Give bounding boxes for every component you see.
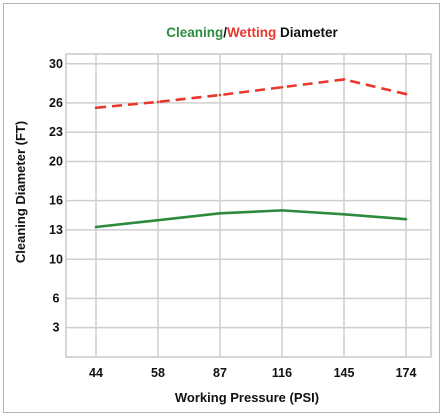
y-tick-label: 16 xyxy=(49,194,63,208)
y-tick-label: 20 xyxy=(49,155,63,169)
y-tick-label: 13 xyxy=(49,223,63,237)
series-lines xyxy=(94,78,408,229)
x-tick-label: 58 xyxy=(151,366,165,380)
chart-title: Cleaning/Wetting Diameter xyxy=(166,25,338,40)
series-0-point xyxy=(280,85,284,89)
y-tick-label: 10 xyxy=(49,252,63,266)
title-part-0: Cleaning xyxy=(166,25,223,40)
y-tick-label: 26 xyxy=(49,96,63,110)
title-part-2: Wetting xyxy=(227,25,276,40)
series-0-point xyxy=(342,78,346,81)
plot-area-border xyxy=(65,53,432,358)
y-tick-label: 6 xyxy=(53,291,60,305)
y-tick-label: 3 xyxy=(53,321,60,335)
x-tick-label: 174 xyxy=(396,366,417,380)
y-axis-ticks: 3 6 10 13 16 20 23 26 30 xyxy=(49,57,63,335)
x-tick-label: 116 xyxy=(272,366,292,380)
series-line-1 xyxy=(95,209,407,229)
series-line-0 xyxy=(95,78,407,110)
series-0-point xyxy=(94,106,98,110)
series-1-point xyxy=(280,209,284,212)
series-1-point xyxy=(94,225,98,229)
y-tick-label: 30 xyxy=(49,57,63,71)
series-0-point xyxy=(218,93,222,97)
x-axis-ticks: 44 58 87 116 145 174 xyxy=(89,366,416,380)
series-0-point xyxy=(156,100,160,104)
title-part-3: Diameter xyxy=(276,25,338,40)
y-tick-label: 23 xyxy=(49,125,63,139)
series-1-point xyxy=(404,217,408,221)
line-chart: Cleaning/Wetting Diameter 44 58 87 116 145 17… xyxy=(13,25,432,405)
series-0-point xyxy=(404,92,408,96)
x-axis-label: Working Pressure (PSI) xyxy=(175,390,319,405)
title-part-1: / xyxy=(223,25,227,40)
series-1-point xyxy=(156,218,160,222)
x-tick-label: 44 xyxy=(89,366,103,380)
series-1-point xyxy=(218,212,222,215)
x-tick-label: 87 xyxy=(213,366,227,380)
chart-frame: Cleaning/Wetting Diameter 44 58 87 116 145 17… xyxy=(3,3,440,413)
x-tick-label: 145 xyxy=(334,366,355,380)
grid xyxy=(65,53,432,358)
y-axis-label: Cleaning Diameter (FT) xyxy=(13,121,28,263)
series-1-point xyxy=(342,212,346,216)
